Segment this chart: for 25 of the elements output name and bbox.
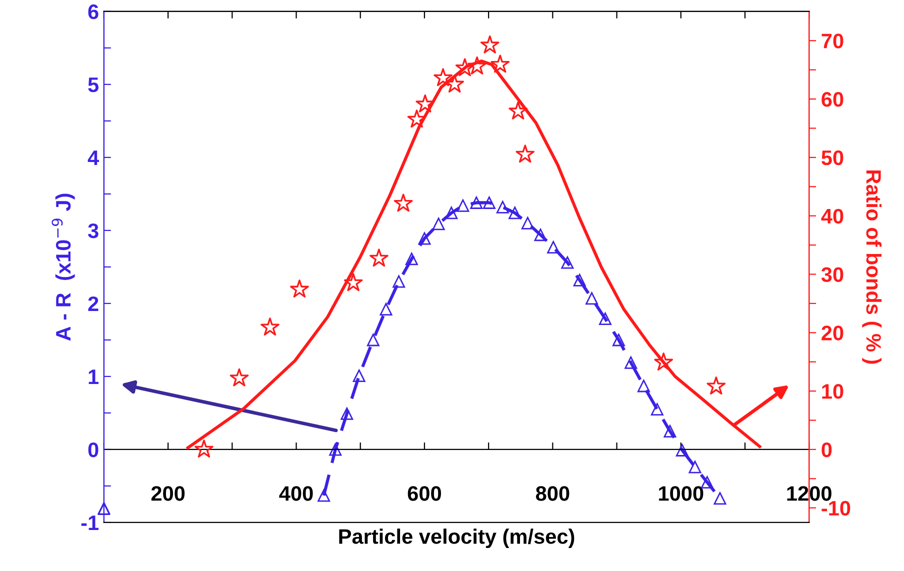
x-tick-label: 400 [279, 486, 313, 501]
y2-tick-label: -10 [822, 500, 850, 516]
y-tick-label: 6 [88, 4, 98, 20]
y-tick-label: 2 [88, 296, 98, 311]
y-tick-label: -1 [81, 516, 99, 530]
x-tick-label: 200 [151, 486, 185, 501]
y2-tick-label: 70 [822, 34, 844, 48]
y2-tick-label: 40 [821, 208, 844, 224]
y-tick-label: 4 [88, 150, 99, 165]
y2-tick-label: 10 [822, 384, 844, 399]
x-axis-title: Particle velocity (m/sec) [339, 528, 574, 548]
y2-tick-label: 20 [822, 326, 844, 340]
y2-tick-label: 0 [822, 442, 832, 458]
y2-tick-label: 50 [822, 150, 844, 166]
x-tick-label: 800 [536, 486, 570, 501]
y2-axis-title: Ratio of bonds ( % ) [862, 170, 882, 364]
y-tick-label: 5 [88, 78, 99, 92]
y-tick-label: 3 [88, 223, 98, 238]
x-tick-label: 600 [408, 486, 441, 501]
y-tick-label: 1 [88, 370, 99, 384]
y-tick-label: 0 [88, 442, 98, 458]
x-tick-label: 1000 [659, 486, 704, 501]
y2-tick-label: 60 [822, 92, 844, 107]
y2-tick-label: 30 [821, 267, 844, 282]
y-axis-title: A - R (x10$^{−9}$ J) [52, 194, 75, 341]
